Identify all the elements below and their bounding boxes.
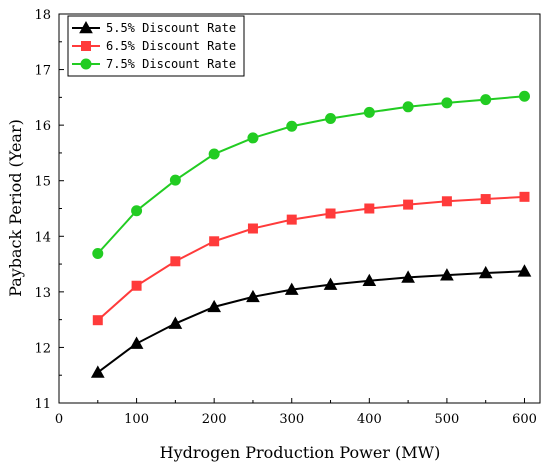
series-line	[97, 270, 525, 374]
x-tick-label: 400	[357, 412, 382, 427]
data-point	[478, 265, 493, 279]
data-point	[480, 194, 491, 205]
x-axis-ticks: 0 100 200 300 400 500 600	[55, 398, 537, 427]
data-point	[363, 106, 375, 118]
data-point	[325, 112, 337, 124]
x-tick-label: 600	[512, 412, 537, 427]
x-tick-label: 300	[279, 412, 304, 427]
legend-label: 5.5% Discount Rate	[106, 21, 236, 35]
data-point	[325, 208, 336, 219]
legend-marker	[81, 41, 91, 51]
y-tick-label: 16	[34, 119, 51, 134]
data-point	[168, 316, 183, 329]
y-tick-label: 17	[34, 64, 51, 79]
data-point	[441, 97, 453, 109]
y-tick-label: 12	[34, 341, 51, 356]
data-point	[170, 256, 181, 267]
data-point	[403, 199, 414, 210]
y-axis-ticks: 11 12 13 14 15 16 17 18	[34, 8, 64, 412]
data-point	[246, 289, 260, 303]
data-point	[518, 90, 530, 102]
y-axis-title: Payback Period (Year)	[6, 119, 25, 297]
data-point	[208, 148, 220, 160]
series-2	[92, 191, 530, 326]
y-tick-label: 18	[34, 8, 51, 23]
data-point	[207, 299, 222, 313]
legend-label: 6.5% Discount Rate	[106, 39, 236, 53]
y-tick-label: 13	[34, 286, 51, 301]
data-point	[364, 203, 375, 214]
data-point	[362, 273, 377, 287]
data-point	[286, 120, 298, 132]
data-point	[441, 196, 452, 207]
y-tick-label: 14	[34, 230, 51, 245]
x-tick-label: 200	[202, 412, 227, 427]
data-point	[286, 214, 297, 225]
data-point	[169, 174, 181, 186]
series-line	[97, 195, 525, 321]
series-layer	[90, 90, 532, 378]
legend: 5.5% Discount Rate 6.5% Discount Rate 7.5%…	[67, 15, 245, 77]
data-point	[519, 191, 530, 202]
legend-marker	[80, 58, 92, 70]
x-axis-title: Hydrogen Production Power (MW)	[160, 443, 441, 462]
data-point	[440, 268, 454, 281]
x-tick-label: 100	[124, 412, 149, 427]
data-point	[92, 315, 103, 326]
x-tick-label: 0	[55, 412, 63, 427]
data-point	[92, 248, 104, 260]
series-1	[90, 264, 532, 378]
y-tick-label: 11	[34, 397, 51, 412]
legend-marker	[79, 20, 93, 34]
data-point	[247, 223, 258, 234]
data-point	[131, 205, 143, 217]
data-point	[129, 336, 144, 349]
data-point	[480, 94, 492, 106]
data-point	[401, 270, 415, 283]
data-point	[402, 101, 414, 113]
data-point	[90, 365, 105, 378]
data-point	[247, 132, 259, 144]
series-line	[97, 95, 525, 255]
data-point	[517, 264, 532, 277]
x-tick-label: 500	[434, 412, 459, 427]
data-point	[323, 277, 338, 290]
data-point	[284, 282, 299, 295]
data-point	[131, 280, 142, 291]
data-point	[209, 236, 220, 247]
y-tick-label: 15	[34, 175, 51, 190]
series-3	[92, 90, 530, 260]
legend-label: 7.5% Discount Rate	[106, 57, 236, 71]
